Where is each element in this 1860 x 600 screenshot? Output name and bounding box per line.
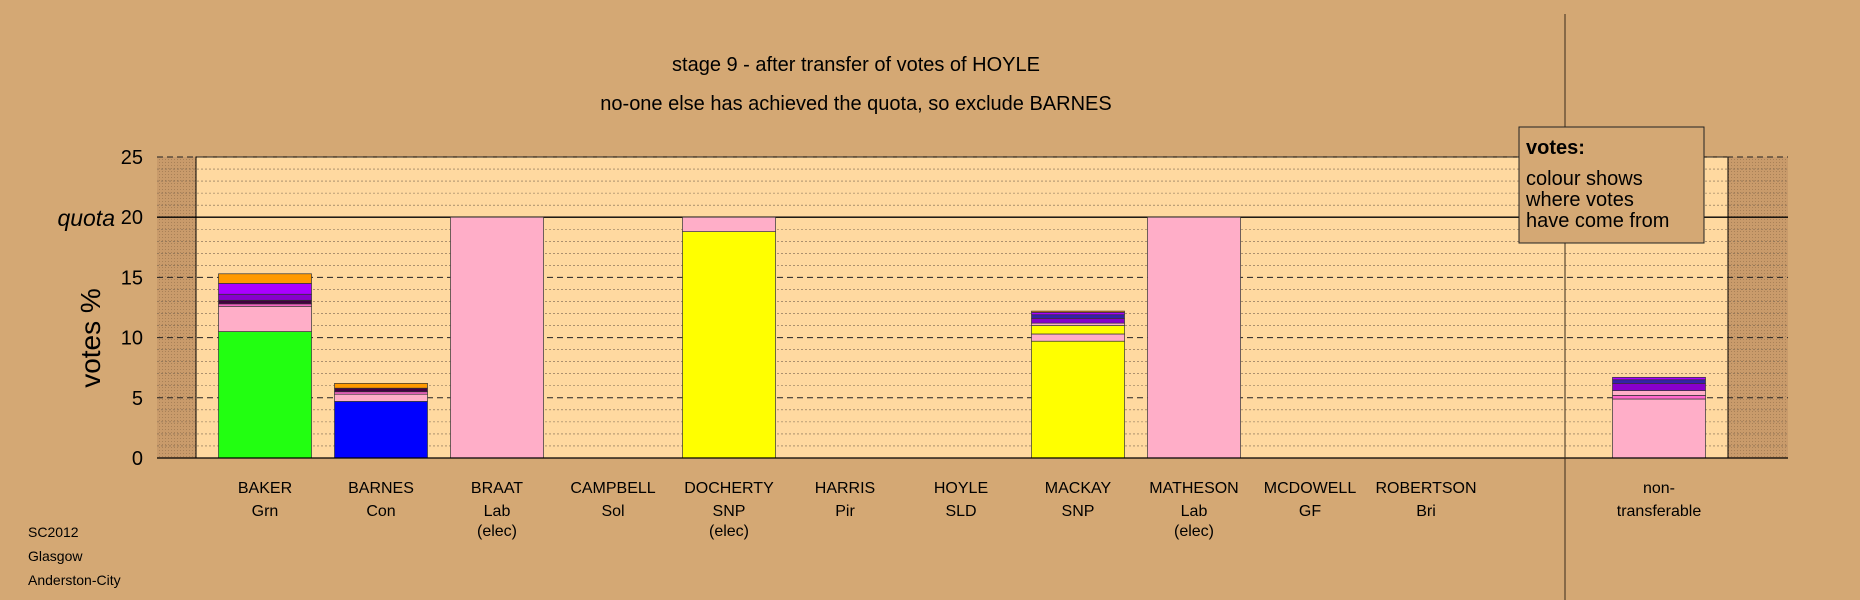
footer-line-1: SC2012 <box>28 524 79 540</box>
x-category-label: MACKAY <box>1045 480 1112 497</box>
x-category-label: Pir <box>835 503 855 520</box>
x-category-label: MCDOWELL <box>1264 480 1357 497</box>
x-category-label: (elec) <box>477 523 517 540</box>
x-category-label: transferable <box>1617 503 1702 520</box>
x-category-label: GF <box>1299 503 1321 520</box>
bar-segment-bri <box>1612 376 1706 381</box>
y-tick-label: 25 <box>121 147 143 169</box>
bar-segment-sld <box>218 273 312 284</box>
bar-segment-lab <box>1612 390 1706 396</box>
bar-segment-lab <box>1031 322 1125 326</box>
bar-segment-bri <box>1031 311 1125 316</box>
y-tick-label: 10 <box>121 328 143 350</box>
bar-segment-snp <box>1031 325 1125 335</box>
x-category-label: (elec) <box>1174 523 1214 540</box>
x-category-label: non- <box>1643 480 1675 497</box>
bar-segment-lab <box>1147 216 1241 459</box>
y-tick-label: 20 <box>121 207 143 229</box>
x-category-label: Lab <box>484 503 511 520</box>
bar-segment-sld <box>1031 310 1125 313</box>
bar-segment-lab <box>1612 398 1706 459</box>
bar-segment-lab <box>218 305 312 332</box>
bar-segment-gf <box>1031 317 1125 324</box>
plot-left-shade <box>157 157 196 458</box>
x-category-label: Con <box>366 503 395 520</box>
chart-subtitle: no-one else has achieved the quota, so e… <box>600 93 1111 115</box>
footer-line-2: Glasgow <box>28 548 83 564</box>
x-category-label: CAMPBELL <box>570 480 655 497</box>
bar-segment-gf <box>218 293 312 301</box>
bar-segment-snp <box>682 231 776 459</box>
legend-line-3: have come from <box>1526 210 1669 232</box>
legend-line-2: where votes <box>1525 189 1634 211</box>
bar-segment-con <box>334 401 428 459</box>
y-tick-label: 15 <box>121 267 143 289</box>
x-category-label: Sol <box>601 503 624 520</box>
bar-segment-bri <box>218 283 312 295</box>
x-category-label: Grn <box>252 503 279 520</box>
x-category-label: DOCHERTY <box>684 480 774 497</box>
bar-segment-lab <box>1031 333 1125 342</box>
footer-line-3: Anderston-City <box>28 572 121 588</box>
bar-segment-other <box>1031 314 1125 319</box>
bar-segment-gf <box>1612 383 1706 391</box>
y-tick-label: 5 <box>132 388 143 410</box>
bar-segment-lab <box>334 393 428 402</box>
x-category-label: HOYLE <box>934 480 988 497</box>
bar-segment-sol <box>1612 395 1706 400</box>
y-axis-label: votes % <box>75 288 106 388</box>
bar-segment-grn <box>218 331 312 459</box>
x-category-label: BAKER <box>238 480 292 497</box>
x-category-label: ROBERTSON <box>1375 480 1476 497</box>
x-category-label: MATHESON <box>1149 480 1238 497</box>
x-category-label: (elec) <box>709 523 749 540</box>
plot-right-shade <box>1728 157 1788 458</box>
x-category-label: SLD <box>945 503 976 520</box>
x-category-label: SNP <box>1062 503 1095 520</box>
bar-segment-sol <box>218 303 312 307</box>
legend-line-1: colour shows <box>1526 168 1643 190</box>
chart-title: stage 9 - after transfer of votes of HOY… <box>672 54 1040 76</box>
bar-segment-sld <box>334 383 428 389</box>
x-category-label: Lab <box>1181 503 1208 520</box>
bar-segment-pir <box>218 299 312 305</box>
bar-segment-lab <box>450 216 544 459</box>
quota-label: quota <box>57 205 115 231</box>
bar-segment-other <box>1612 379 1706 384</box>
x-category-label: BRAAT <box>471 480 523 497</box>
x-category-label: BARNES <box>348 480 414 497</box>
y-tick-label: 0 <box>132 448 143 470</box>
x-category-label: SNP <box>713 503 746 520</box>
bar-segment-pir <box>334 387 428 393</box>
bar-segment-snp <box>1031 340 1125 459</box>
bar-segment-lab <box>682 216 776 232</box>
x-category-label: Bri <box>1416 503 1436 520</box>
bar-segment-sol <box>334 391 428 395</box>
legend-title: votes: <box>1526 137 1585 159</box>
legend-box: votes: colour shows where votes have com… <box>1518 126 1705 244</box>
x-category-label: HARRIS <box>815 480 875 497</box>
